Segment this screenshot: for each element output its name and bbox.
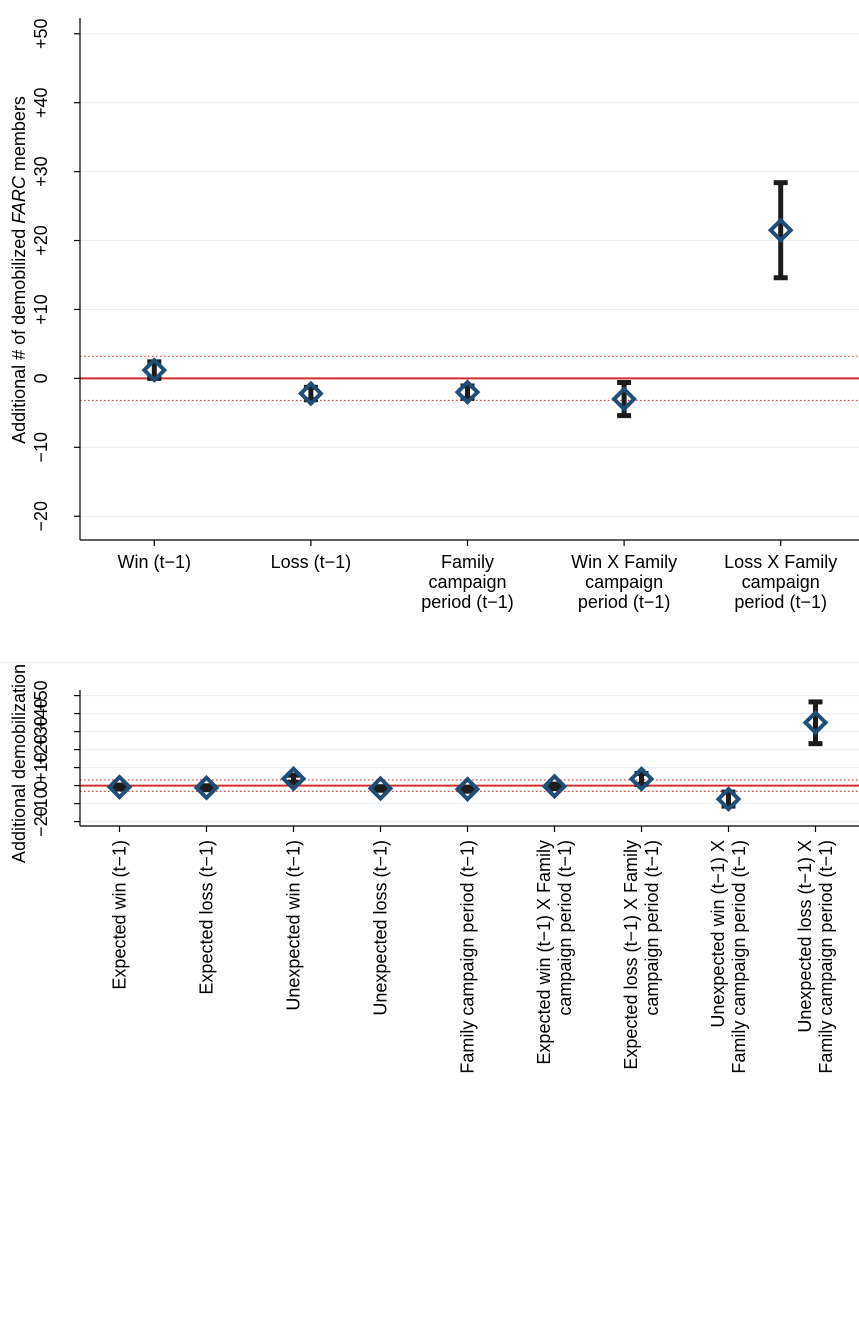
x-tick-label: Expected win (t−1) (110, 840, 130, 990)
point-estimate-marker (106, 774, 133, 800)
x-tick-label: Loss (t−1) (271, 552, 352, 572)
point-estimate-marker (367, 775, 394, 802)
top-chart: −20 −10 0 +10 +20 +30 +40 +50 Additional # of de… (9, 18, 859, 612)
x-tick-label: Family (441, 552, 494, 572)
y-tick-label: +40 (31, 87, 51, 118)
point-estimate-marker (628, 766, 655, 792)
x-tick-label: Expected win (t−1) X Family (534, 840, 554, 1065)
x-tick-label: Unexpected loss (t−1) X (795, 840, 815, 1033)
point-estimate-marker (280, 765, 307, 792)
x-tick-label: Win X Family (571, 552, 677, 572)
y-tick-label: +10 (31, 294, 51, 325)
point-estimate-marker (193, 774, 220, 801)
point-estimate-marker (715, 786, 742, 812)
y-tick-label: 0 (31, 373, 51, 383)
x-tick-label: period (t−1) (578, 592, 671, 612)
x-tick-label: Family campaign period (t−1) (816, 840, 836, 1074)
y-tick-label: −20 (31, 806, 51, 837)
point-estimate-marker (541, 773, 568, 800)
y-tick-label: −10 (31, 432, 51, 463)
x-tick-label: Unexpected loss (t−1) (371, 840, 391, 1016)
x-tick-label: campaign (428, 572, 506, 592)
y-tick-label: +20 (31, 734, 51, 765)
x-tick-label: campaign period (t−1) (555, 840, 575, 1016)
y-tick-label: +20 (31, 225, 51, 256)
y-tick-label: −10 (31, 788, 51, 819)
x-tick-label: Unexpected win (t−1) X (708, 840, 728, 1028)
x-tick-label: period (t−1) (734, 592, 827, 612)
y-tick-label: +40 (31, 698, 51, 729)
x-tick-label: Loss X Family (724, 552, 837, 572)
y-tick-label: −20 (31, 501, 51, 532)
x-tick-label: Expected loss (t−1) (197, 840, 217, 995)
point-estimate-marker (454, 776, 481, 803)
x-tick-label: Unexpected win (t−1) (284, 840, 304, 1011)
x-tick-label: Family campaign period (t−1) (458, 840, 478, 1074)
y-axis-title: Additional demobilizations (9, 664, 29, 863)
y-tick-label: +50 (31, 680, 51, 711)
point-estimate-marker (454, 379, 481, 405)
point-estimate-marker (298, 380, 324, 407)
y-tick-label: +30 (31, 156, 51, 187)
x-tick-label: campaign period (t−1) (642, 840, 662, 1016)
x-tick-label: Win (t−1) (118, 552, 192, 572)
x-tick-label: campaign (742, 572, 820, 592)
point-estimate-marker (767, 217, 794, 244)
x-tick-label: campaign (585, 572, 663, 592)
y-tick-label: +50 (31, 19, 51, 50)
x-tick-label: Expected loss (t−1) X Family (621, 840, 641, 1070)
y-tick-label: 0 (31, 781, 51, 791)
panel-divider (0, 662, 859, 663)
y-axis-title: Additional # of demobilized FARC members (9, 96, 29, 444)
point-estimate-marker (141, 357, 168, 383)
point-estimate-marker (611, 386, 637, 412)
x-tick-label: Family campaign period (t−1) (729, 840, 749, 1074)
point-estimate-marker (802, 709, 829, 736)
y-tick-label: +30 (31, 716, 51, 747)
x-tick-label: period (t−1) (421, 592, 514, 612)
y-tick-label: +10 (31, 752, 51, 783)
